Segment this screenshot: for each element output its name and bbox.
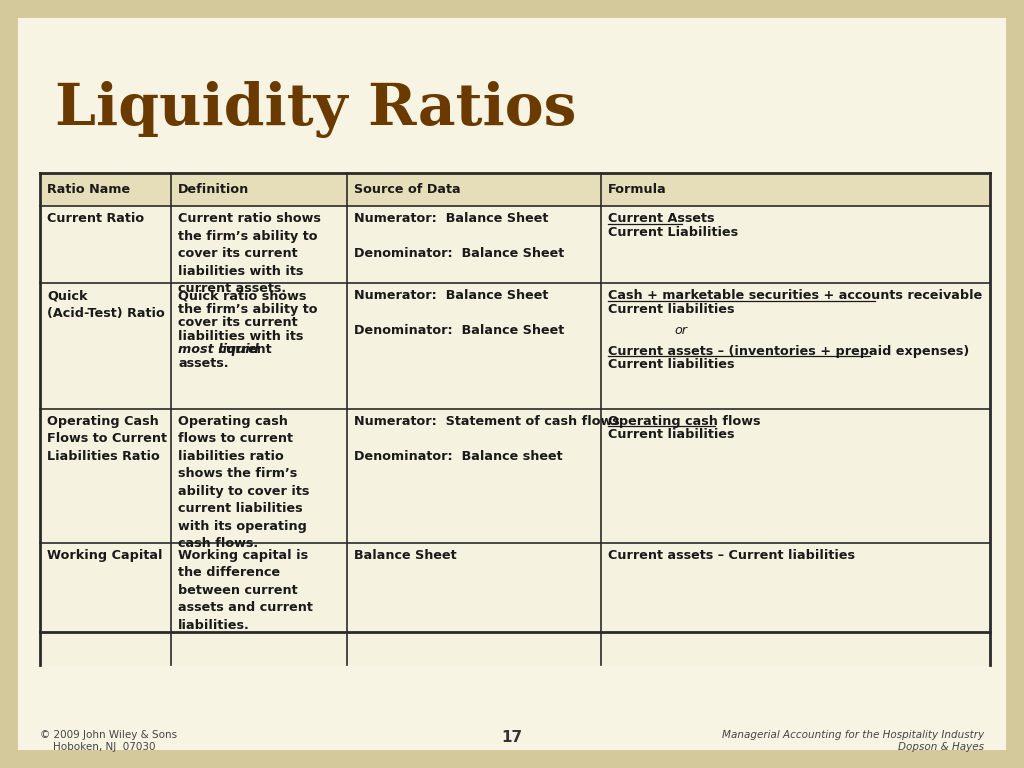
Text: Quick ratio shows: Quick ratio shows	[178, 290, 306, 303]
Text: © 2009 John Wiley & Sons
    Hoboken, NJ  07030: © 2009 John Wiley & Sons Hoboken, NJ 070…	[40, 730, 177, 752]
Text: Current liabilities: Current liabilities	[607, 303, 734, 316]
Text: Operating Cash
Flows to Current
Liabilities Ratio: Operating Cash Flows to Current Liabilit…	[47, 415, 167, 462]
Text: Formula: Formula	[607, 184, 667, 197]
Text: current: current	[214, 343, 272, 356]
Text: Cash + marketable securities + accounts receivable: Cash + marketable securities + accounts …	[607, 290, 982, 303]
Text: Current ratio shows
the firm’s ability to
cover its current
liabilities with its: Current ratio shows the firm’s ability t…	[178, 213, 321, 296]
Bar	[40, 173, 990, 207]
Text: Operating cash flows: Operating cash flows	[607, 415, 760, 428]
Text: Numerator:  Balance Sheet

Denominator:  Balance Sheet: Numerator: Balance Sheet Denominator: Ba…	[354, 213, 564, 260]
Text: assets.: assets.	[178, 356, 228, 369]
Text: Managerial Accounting for the Hospitality Industry
Dopson & Hayes: Managerial Accounting for the Hospitalit…	[722, 730, 984, 752]
Text: Current Liabilities: Current Liabilities	[607, 226, 737, 239]
Text: Operating cash
flows to current
liabilities ratio
shows the firm’s
ability to co: Operating cash flows to current liabilit…	[178, 415, 309, 550]
Text: Current Assets: Current Assets	[607, 213, 714, 226]
Text: Working capital is
the difference
between current
assets and current
liabilities: Working capital is the difference betwee…	[178, 549, 313, 632]
Text: Source of Data: Source of Data	[354, 184, 461, 197]
Text: the firm’s ability to: the firm’s ability to	[178, 303, 317, 316]
Text: Definition: Definition	[178, 184, 250, 197]
Text: most liquid: most liquid	[178, 343, 259, 356]
Text: cover its current: cover its current	[178, 316, 298, 329]
Text: Numerator:  Balance Sheet

Denominator:  Balance Sheet: Numerator: Balance Sheet Denominator: Ba…	[354, 290, 564, 337]
Text: Current liabilities: Current liabilities	[607, 358, 734, 371]
Text: Ratio Name: Ratio Name	[47, 184, 130, 197]
Text: Balance Sheet: Balance Sheet	[354, 549, 457, 562]
Bar	[40, 173, 990, 665]
Text: 17: 17	[502, 730, 522, 745]
Text: Current assets – Current liabilities: Current assets – Current liabilities	[607, 549, 854, 562]
Text: Liquidity Ratios: Liquidity Ratios	[55, 81, 577, 138]
Text: Current liabilities: Current liabilities	[607, 429, 734, 441]
Text: liabilities with its: liabilities with its	[178, 329, 303, 343]
Text: Numerator:  Statement of cash flows

Denominator:  Balance sheet: Numerator: Statement of cash flows Denom…	[354, 415, 620, 462]
Text: Current assets – (inventories + prepaid expenses): Current assets – (inventories + prepaid …	[607, 345, 969, 358]
Text: Working Capital: Working Capital	[47, 549, 163, 562]
Text: Quick
(Acid-Test) Ratio: Quick (Acid-Test) Ratio	[47, 290, 165, 319]
Text: or: or	[674, 323, 687, 336]
Text: Current Ratio: Current Ratio	[47, 213, 144, 226]
